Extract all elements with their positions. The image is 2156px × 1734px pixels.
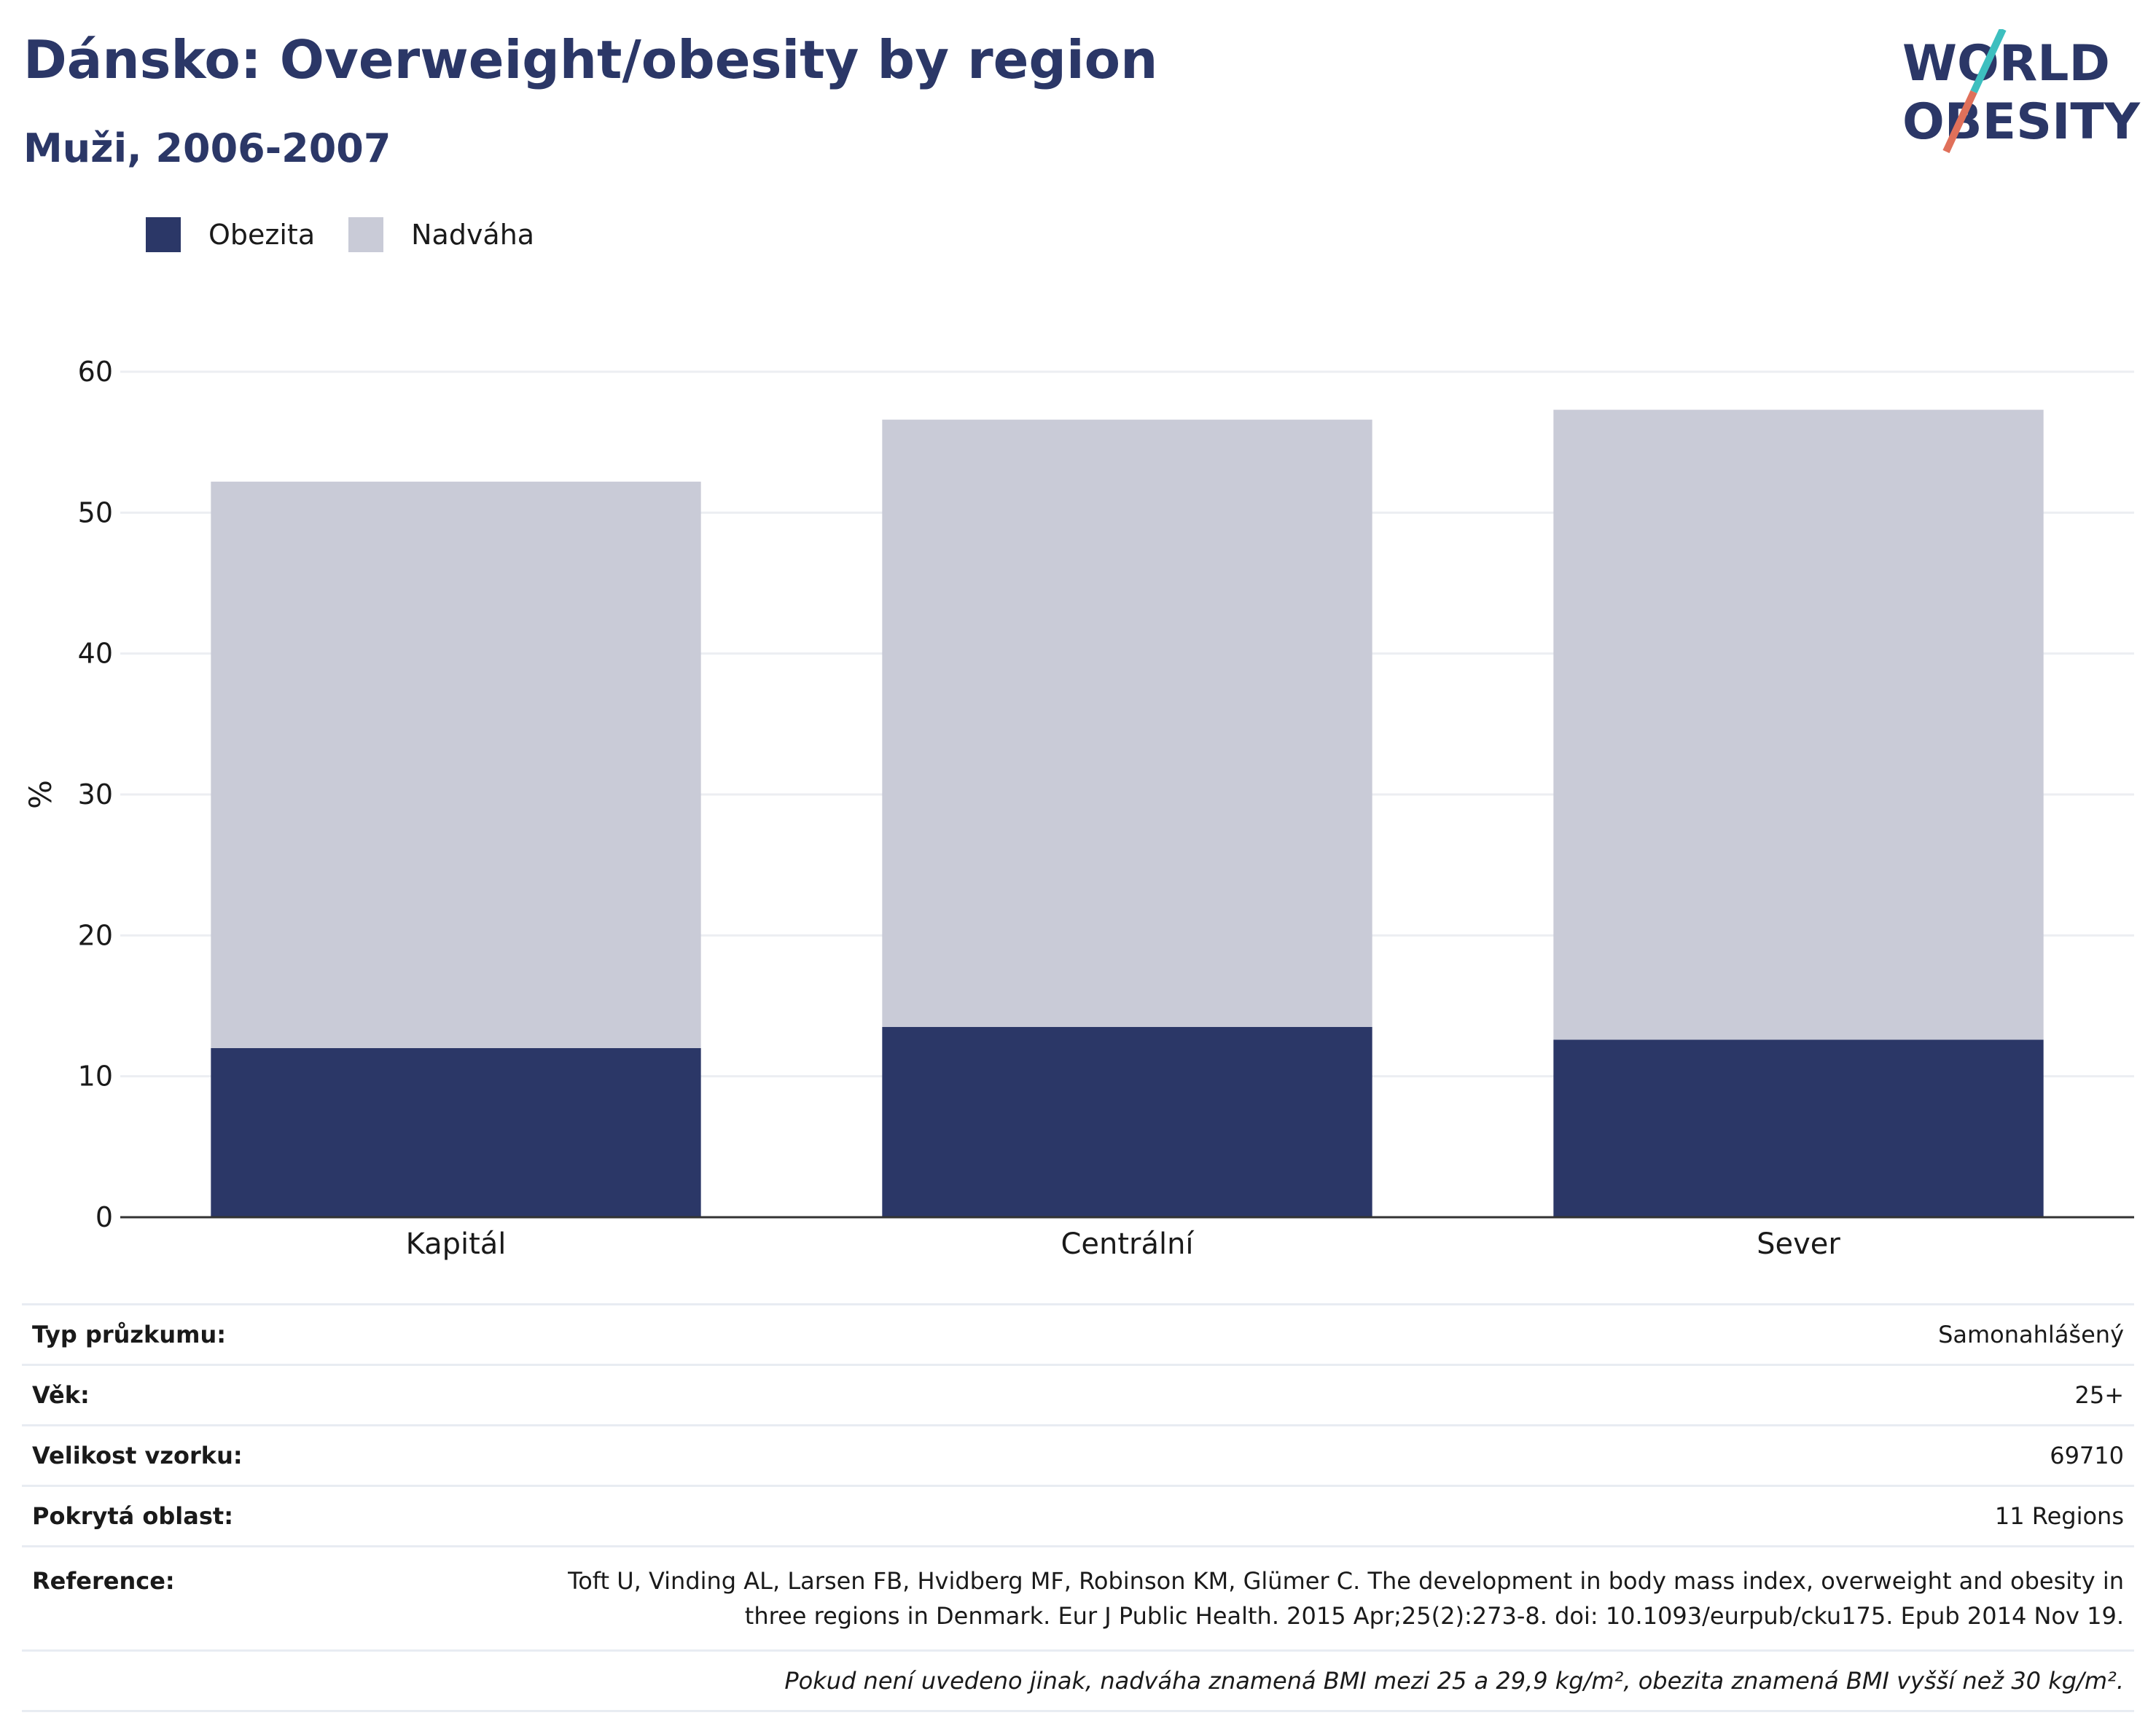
bar-nadváha-2	[1553, 410, 2044, 1040]
bmi-definition-note: Pokud není uvedeno jinak, nadváha znamen…	[22, 1650, 2134, 1712]
bar-nadváha-1	[882, 419, 1372, 1027]
reference-line-2: three regions in Denmark. Eur J Public H…	[744, 1602, 2124, 1630]
info-key: Věk:	[22, 1364, 348, 1426]
y-axis-label: %	[23, 780, 58, 809]
info-key: Typ průzkumu:	[22, 1303, 348, 1366]
info-key: Velikost vzorku:	[22, 1425, 348, 1487]
chart-subtitle: Muži, 2006-2007	[23, 125, 391, 171]
y-tick-label: 40	[78, 638, 113, 670]
logo-slash-teal	[1970, 29, 2007, 94]
info-value: 25+	[348, 1364, 2134, 1426]
info-value: Samonahlášený	[348, 1303, 2134, 1366]
y-tick-label: 60	[78, 356, 113, 388]
info-key: Pokrytá oblast:	[22, 1485, 348, 1547]
info-row-age: Věk: 25+	[22, 1364, 2134, 1426]
info-key: Reference:	[22, 1546, 348, 1652]
reference-line-1: Toft U, Vinding AL, Larsen FB, Hvidberg …	[568, 1567, 2124, 1595]
bar-obezita-2	[1553, 1039, 2044, 1217]
info-row-note: Pokud není uvedeno jinak, nadváha znamen…	[22, 1650, 2134, 1712]
legend-item-nadvaha[interactable]: Nadváha	[348, 217, 534, 252]
legend-label-obezita: Obezita	[208, 219, 316, 251]
y-tick-label: 20	[78, 919, 113, 951]
world-obesity-logo: WORLD OBESITY	[1902, 29, 2141, 154]
info-row-survey-type: Typ průzkumu: Samonahlášený	[22, 1303, 2134, 1366]
legend-label-nadvaha: Nadváha	[411, 219, 535, 251]
chart-legend: Obezita Nadváha	[146, 217, 534, 252]
bar-obezita-0	[211, 1048, 701, 1217]
info-value: 11 Regions	[348, 1485, 2134, 1547]
chart-title: Dánsko: Overweight/obesity by region	[23, 29, 1158, 90]
bar-nadváha-0	[211, 481, 701, 1048]
legend-swatch-obezita	[146, 217, 181, 252]
x-tick-label: Centrální	[1061, 1227, 1195, 1261]
info-value: 69710	[348, 1425, 2134, 1487]
bar-obezita-1	[882, 1027, 1372, 1217]
reference-text: Toft U, Vinding AL, Larsen FB, Hvidberg …	[348, 1546, 2134, 1652]
y-tick-label: 0	[95, 1201, 113, 1233]
legend-swatch-nadvaha	[348, 217, 384, 252]
x-tick-label: Kapitál	[406, 1227, 507, 1261]
y-tick-label: 30	[78, 778, 113, 811]
info-row-area-covered: Pokrytá oblast: 11 Regions	[22, 1485, 2134, 1547]
y-tick-label: 10	[78, 1061, 113, 1093]
survey-info-table: Typ průzkumu: Samonahlášený Věk: 25+ Vel…	[22, 1303, 2134, 1712]
stacked-bar-chart: 0 10 20 30 40 50 60% Kapitál Centrální Sever	[23, 356, 2134, 1261]
info-row-sample-size: Velikost vzorku: 69710	[22, 1425, 2134, 1487]
logo-line1: WORLD	[1902, 35, 2110, 93]
y-tick-label: 50	[78, 496, 113, 528]
logo-slash-coral	[1942, 90, 1977, 154]
logo-line2: OBESITY	[1902, 93, 2141, 151]
x-tick-label: Sever	[1757, 1227, 1840, 1261]
legend-item-obezita[interactable]: Obezita	[146, 217, 315, 252]
info-row-reference: Reference: Toft U, Vinding AL, Larsen FB…	[22, 1546, 2134, 1652]
